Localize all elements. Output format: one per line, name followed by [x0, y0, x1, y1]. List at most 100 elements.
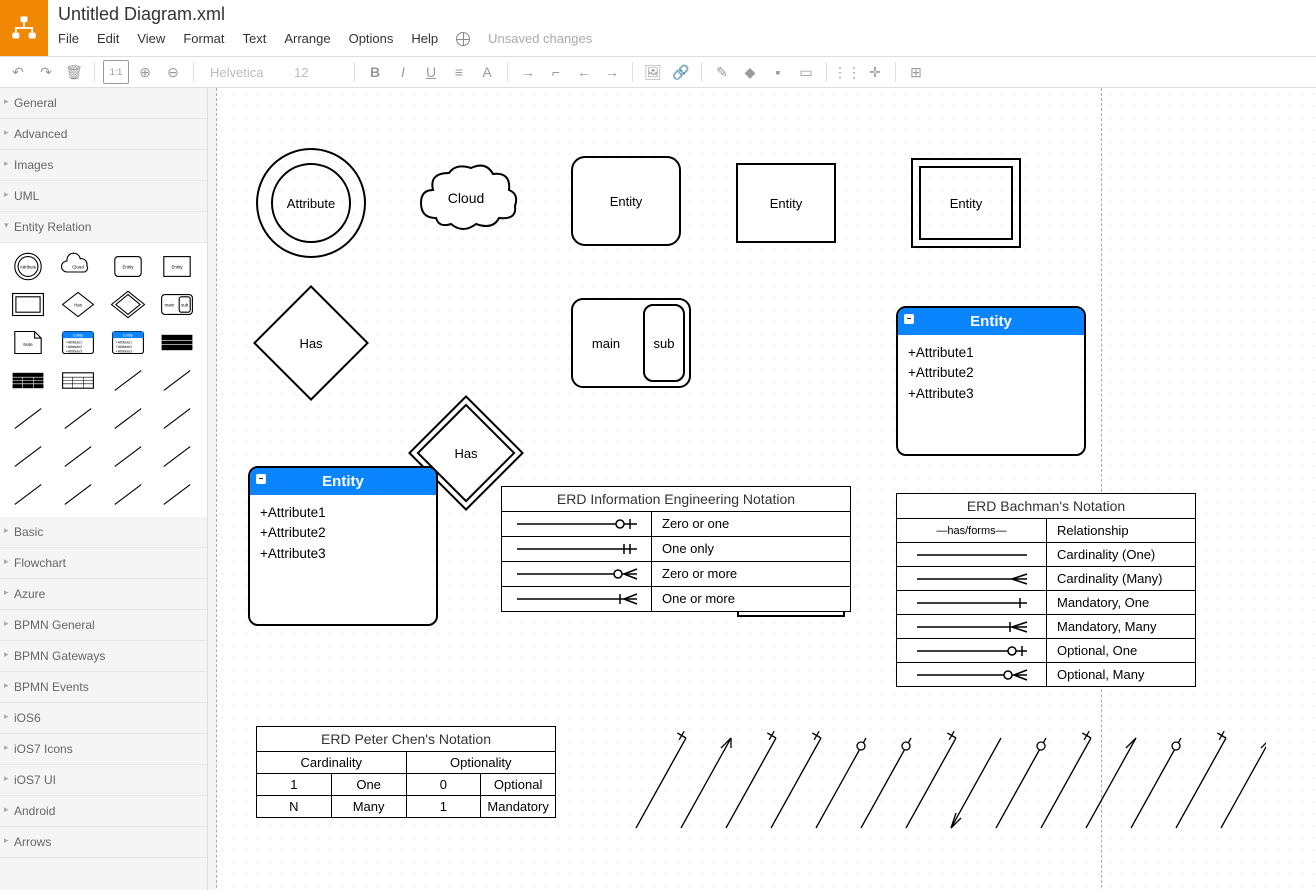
zoom-in-button[interactable]: ⊕ — [133, 60, 157, 84]
svg-text:+Attribute2: +Attribute2 — [115, 345, 131, 349]
shape-entity-rect[interactable]: Entity — [736, 163, 836, 243]
app-logo[interactable] — [0, 0, 48, 56]
image-button[interactable]: 🖼 — [641, 60, 665, 84]
zoom-fit-button[interactable]: 1:1 — [103, 60, 129, 84]
cat-flowchart[interactable]: Flowchart — [0, 548, 207, 579]
pal-dark-table-3[interactable] — [56, 363, 100, 397]
fill-color-button[interactable]: ◆ — [738, 60, 762, 84]
pal-line-10[interactable] — [155, 439, 199, 473]
shape-entity-table-right[interactable]: −Entity +Attribute1+Attribute2+Attribute… — [896, 306, 1086, 456]
line-color-button[interactable]: ✎ — [710, 60, 734, 84]
pal-has[interactable]: Has — [56, 287, 100, 321]
layout-button[interactable]: ⊞ — [904, 60, 928, 84]
language-icon[interactable] — [456, 32, 470, 46]
shape-button[interactable]: ▭ — [794, 60, 818, 84]
canvas-area[interactable]: Attribute Cloud Entity Entity Entity Has… — [216, 88, 1316, 890]
shape-weak-entity[interactable]: Entity — [911, 158, 1021, 248]
pal-entity-table-1[interactable]: Entity+Attribute1+Attribute2+Attribute3 — [56, 325, 100, 359]
pal-line-14[interactable] — [155, 477, 199, 511]
menu-view[interactable]: View — [137, 31, 165, 46]
zoom-out-button[interactable]: ⊖ — [161, 60, 185, 84]
cat-ios7-ui[interactable]: iOS7 UI — [0, 765, 207, 796]
shape-cloud[interactable]: Cloud — [411, 158, 521, 241]
shape-has[interactable]: Has — [256, 288, 366, 398]
menu-file[interactable]: File — [58, 31, 79, 46]
cat-basic[interactable]: Basic — [0, 517, 207, 548]
pal-note[interactable]: Note — [6, 325, 50, 359]
shape-mainsub[interactable]: mainsub — [571, 298, 691, 388]
italic-button[interactable]: I — [391, 60, 415, 84]
waypoint-button[interactable]: ⌐ — [544, 60, 568, 84]
cat-android[interactable]: Android — [0, 796, 207, 827]
line-start-button[interactable]: ← — [572, 60, 596, 84]
guides-button[interactable]: ✛ — [863, 60, 887, 84]
legend-chen-notation[interactable]: ERD Peter Chen's Notation CardinalityOpt… — [256, 726, 556, 818]
font-size-input[interactable]: 12 — [286, 65, 346, 80]
pal-entity-rect[interactable]: Entity — [155, 249, 199, 283]
cat-ios6[interactable]: iOS6 — [0, 703, 207, 734]
svg-text:+Attribute3: +Attribute3 — [66, 349, 82, 353]
pal-weak-entity[interactable] — [6, 287, 50, 321]
relationship-lines[interactable] — [626, 728, 1266, 843]
legend-ie-notation[interactable]: ERD Information Engineering Notation Zer… — [501, 486, 851, 612]
pal-entity-table-2[interactable]: Entity+Attribute1+Attribute2+Attribute3 — [106, 325, 150, 359]
grid-dots-button[interactable]: ⋮⋮ — [835, 60, 859, 84]
pal-line-8[interactable] — [56, 439, 100, 473]
cat-arrows[interactable]: Arrows — [0, 827, 207, 858]
legend-bachman-notation[interactable]: ERD Bachman's Notation — has/forms —Rela… — [896, 493, 1196, 687]
align-button[interactable]: ≡ — [447, 60, 471, 84]
svg-text:Note: Note — [23, 341, 33, 346]
redo-button[interactable]: ↷ — [34, 60, 58, 84]
pal-line-6[interactable] — [155, 401, 199, 435]
cat-bpmn-events[interactable]: BPMN Events — [0, 672, 207, 703]
pal-line-13[interactable] — [106, 477, 150, 511]
shape-entity-table-left[interactable]: −Entity +Attribute1+Attribute2+Attribute… — [248, 466, 438, 626]
undo-button[interactable]: ↶ — [6, 60, 30, 84]
underline-button[interactable]: U — [419, 60, 443, 84]
cat-azure[interactable]: Azure — [0, 579, 207, 610]
pal-line-9[interactable] — [106, 439, 150, 473]
cat-advanced[interactable]: Advanced — [0, 119, 207, 150]
cat-bpmn-gateways[interactable]: BPMN Gateways — [0, 641, 207, 672]
menu-arrange[interactable]: Arrange — [284, 31, 330, 46]
pal-line-7[interactable] — [6, 439, 50, 473]
document-title[interactable]: Untitled Diagram.xml — [58, 4, 592, 25]
shape-attribute[interactable]: Attribute — [256, 148, 366, 258]
svg-text:Cloud: Cloud — [72, 264, 84, 269]
pal-dark-table[interactable] — [155, 325, 199, 359]
delete-button[interactable]: 🗑 — [62, 60, 86, 84]
font-color-button[interactable]: A — [475, 60, 499, 84]
menu-options[interactable]: Options — [349, 31, 394, 46]
pal-line-4[interactable] — [56, 401, 100, 435]
pal-dark-table-2[interactable] — [6, 363, 50, 397]
pal-attribute[interactable]: Attribute — [6, 249, 50, 283]
pal-entity-rounded[interactable]: Entity — [106, 249, 150, 283]
line-end-button[interactable]: → — [600, 60, 624, 84]
pal-line-2[interactable] — [155, 363, 199, 397]
bold-button[interactable]: B — [363, 60, 387, 84]
pal-has-double[interactable] — [106, 287, 150, 321]
pal-line-5[interactable] — [106, 401, 150, 435]
cat-ios7-icons[interactable]: iOS7 Icons — [0, 734, 207, 765]
font-family-select[interactable]: Helvetica — [202, 65, 282, 80]
cat-bpmn-general[interactable]: BPMN General — [0, 610, 207, 641]
pal-line-12[interactable] — [56, 477, 100, 511]
svg-text:Entity: Entity — [123, 333, 133, 337]
cat-entity-relation[interactable]: Entity Relation — [0, 212, 207, 243]
menu-format[interactable]: Format — [183, 31, 224, 46]
pal-mainsub[interactable]: mainsub — [155, 287, 199, 321]
link-button[interactable]: 🔗 — [669, 60, 693, 84]
cat-uml[interactable]: UML — [0, 181, 207, 212]
pal-line-3[interactable] — [6, 401, 50, 435]
menu-text[interactable]: Text — [242, 31, 266, 46]
cat-images[interactable]: Images — [0, 150, 207, 181]
cat-general[interactable]: General — [0, 88, 207, 119]
menu-edit[interactable]: Edit — [97, 31, 119, 46]
menu-help[interactable]: Help — [411, 31, 438, 46]
shadow-button[interactable]: ▪ — [766, 60, 790, 84]
connection-button[interactable]: → — [516, 60, 540, 84]
pal-cloud[interactable]: Cloud — [56, 249, 100, 283]
pal-line-11[interactable] — [6, 477, 50, 511]
shape-entity-rounded[interactable]: Entity — [571, 156, 681, 246]
pal-line-1[interactable] — [106, 363, 150, 397]
